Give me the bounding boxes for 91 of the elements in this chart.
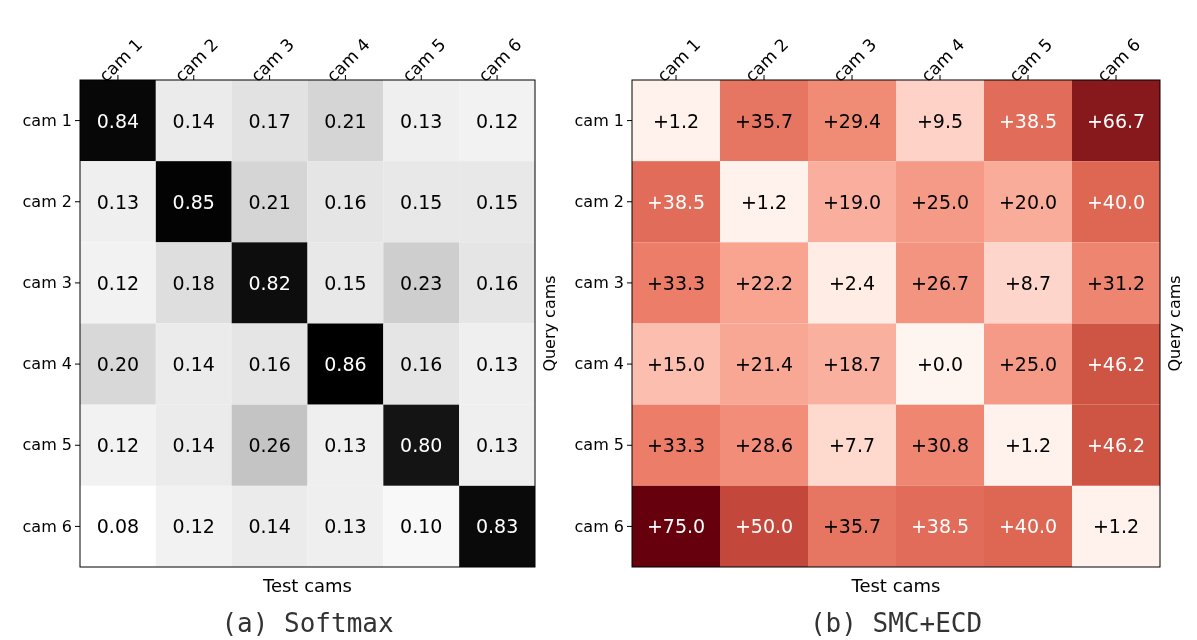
data-label: 0.23 — [400, 271, 443, 294]
data-label: 0.12 — [96, 434, 140, 457]
data-label: +1.2 — [740, 190, 788, 213]
data-label: 0.16 — [400, 353, 443, 376]
y-tick-label: cam 6 — [574, 516, 624, 536]
data-label: 0.26 — [248, 434, 291, 457]
data-label: 0.10 — [400, 515, 443, 538]
y-tick-label: cam 2 — [574, 191, 624, 211]
data-label: 0.13 — [324, 434, 367, 457]
data-label: 0.21 — [248, 190, 291, 213]
x-axis-title: Test cams — [850, 575, 941, 596]
data-label: +1.2 — [1004, 434, 1052, 457]
data-label: +15.0 — [646, 353, 706, 376]
data-label: +18.7 — [822, 353, 882, 376]
data-label: 0.13 — [475, 353, 519, 376]
data-label: 0.13 — [400, 109, 443, 132]
data-label: +31.2 — [1086, 271, 1146, 294]
data-label: 0.83 — [475, 515, 519, 538]
y-tick-label: cam 3 — [574, 273, 624, 293]
data-label: 0.13 — [96, 190, 140, 213]
y-tick-label: cam 2 — [22, 191, 72, 211]
y-tick-label: cam 6 — [22, 516, 72, 536]
y-tick-label: cam 4 — [574, 354, 624, 374]
data-label: 0.20 — [96, 353, 140, 376]
data-label: +33.3 — [646, 271, 706, 294]
data-label: +46.2 — [1086, 353, 1146, 376]
y-tick-label: cam 5 — [574, 435, 624, 455]
y-tick-label: cam 1 — [574, 110, 624, 130]
x-tick-label: cam 1 — [94, 34, 147, 86]
y-tick-label: cam 1 — [22, 110, 72, 130]
data-label: +50.0 — [734, 515, 794, 538]
text: (a) Softmax — [221, 608, 394, 638]
y-axis-title: Query cams — [540, 275, 559, 372]
data-label: 0.08 — [96, 515, 140, 538]
data-label: +38.5 — [910, 515, 970, 538]
data-label: 0.13 — [475, 434, 519, 457]
data-label: +75.0 — [646, 515, 706, 538]
data-label: 0.14 — [172, 109, 215, 132]
data-label: 0.13 — [324, 515, 367, 538]
data-label: 0.14 — [248, 515, 291, 538]
data-label: 0.80 — [400, 434, 443, 457]
data-label: 0.16 — [475, 271, 519, 294]
data-label: 0.82 — [248, 271, 291, 294]
data-label: +0.0 — [916, 353, 964, 376]
data-label: 0.85 — [172, 190, 215, 213]
data-label: +20.0 — [998, 190, 1058, 213]
data-label: 0.14 — [172, 434, 215, 457]
data-label: +66.7 — [1086, 109, 1146, 132]
data-label: +38.5 — [646, 190, 706, 213]
data-label: +25.0 — [910, 190, 970, 213]
data-label: 0.15 — [475, 190, 519, 213]
data-label: +40.0 — [998, 515, 1058, 538]
data-label: +35.7 — [734, 109, 794, 132]
data-label: +8.7 — [1004, 271, 1052, 294]
data-label: +1.2 — [1092, 515, 1140, 538]
data-label: 0.15 — [400, 190, 443, 213]
y-tick-label: cam 5 — [22, 435, 72, 455]
data-label: 0.12 — [475, 109, 519, 132]
y-tick-label: cam 3 — [22, 273, 72, 293]
data-label: +21.4 — [734, 353, 794, 376]
data-label: +35.7 — [822, 515, 882, 538]
y-axis-title: Query cams — [1165, 275, 1184, 372]
data-label: 0.18 — [172, 271, 215, 294]
data-label: +30.8 — [910, 434, 970, 457]
data-label: +1.2 — [652, 109, 700, 132]
data-label: +26.7 — [910, 271, 970, 294]
data-label: 0.12 — [172, 515, 215, 538]
data-label: +9.5 — [916, 109, 964, 132]
data-label: 0.12 — [96, 271, 140, 294]
data-label: +7.7 — [828, 434, 876, 457]
data-label: +22.2 — [734, 271, 794, 294]
data-label: 0.16 — [248, 353, 291, 376]
data-label: +33.3 — [646, 434, 706, 457]
data-label: +19.0 — [822, 190, 882, 213]
data-label: 0.21 — [324, 109, 367, 132]
data-label: +2.4 — [828, 271, 876, 294]
data-label: 0.86 — [324, 353, 367, 376]
data-label: 0.16 — [324, 190, 367, 213]
data-label: 0.84 — [96, 109, 140, 132]
data-label: +38.5 — [998, 109, 1058, 132]
data-label: 0.17 — [248, 109, 291, 132]
data-label: +29.4 — [822, 109, 882, 132]
data-label: +25.0 — [998, 353, 1058, 376]
y-tick-label: cam 4 — [22, 354, 72, 374]
data-label: 0.14 — [172, 353, 215, 376]
data-label: +46.2 — [1086, 434, 1146, 457]
text: (b) SMC+ECD — [809, 608, 983, 638]
x-axis-title: Test cams — [261, 575, 353, 596]
data-label: 0.15 — [324, 271, 367, 294]
data-label: +40.0 — [1086, 190, 1146, 213]
data-label: +28.6 — [734, 434, 794, 457]
